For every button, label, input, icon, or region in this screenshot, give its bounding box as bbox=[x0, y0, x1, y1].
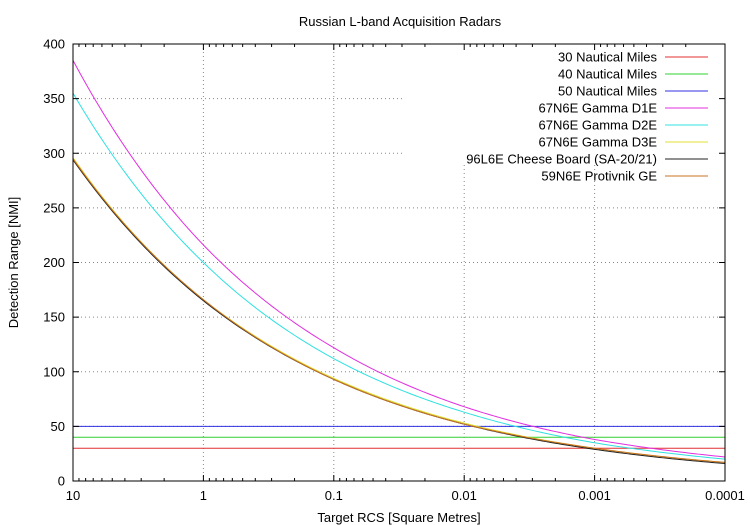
y-tick-label: 400 bbox=[43, 37, 65, 52]
series-line-6 bbox=[72, 159, 726, 465]
x-tick-label: 0.0001 bbox=[705, 488, 745, 503]
y-tick-label: 100 bbox=[43, 364, 65, 379]
legend-label: 67N6E Gamma D3E bbox=[539, 135, 658, 150]
series-line-3 bbox=[72, 60, 726, 458]
y-tick-label: 200 bbox=[43, 255, 65, 270]
x-tick-label: 1 bbox=[200, 488, 207, 503]
y-tick-label: 150 bbox=[43, 310, 65, 325]
legend-label: 67N6E Gamma D1E bbox=[539, 101, 658, 116]
series-line-5 bbox=[72, 157, 726, 463]
legend-label: 59N6E Protivnik GE bbox=[541, 169, 657, 184]
y-tick-label: 300 bbox=[43, 146, 65, 161]
legend-label: 30 Nautical Miles bbox=[558, 50, 657, 65]
legend-label: 96L6E Cheese Board (SA-20/21) bbox=[466, 152, 657, 167]
series-line-4 bbox=[72, 92, 726, 460]
series-lines bbox=[72, 60, 726, 465]
y-tick-label: 50 bbox=[51, 419, 65, 434]
y-axis-title: Detection Range [NMI] bbox=[6, 197, 21, 329]
legend-label: 40 Nautical Miles bbox=[558, 67, 657, 82]
series-line-7 bbox=[72, 158, 726, 463]
legend-label: 67N6E Gamma D2E bbox=[539, 118, 658, 133]
y-tick-label: 350 bbox=[43, 91, 65, 106]
legend: 30 Nautical Miles 40 Nautical Miles 50 Nau… bbox=[466, 50, 708, 184]
x-axis-title: Target RCS [Square Metres] bbox=[317, 510, 480, 525]
x-tick-label: 0.001 bbox=[578, 488, 611, 503]
axis-ticks: 10 1 0.1 0.01 0.001 0.0001 0 50 100 150 200 250 300 3… bbox=[43, 37, 745, 504]
x-tick-label: 0.1 bbox=[325, 488, 343, 503]
chart-title: Russian L-band Acquisition Radars bbox=[299, 14, 502, 29]
y-tick-label: 250 bbox=[43, 200, 65, 215]
legend-label: 50 Nautical Miles bbox=[558, 84, 657, 99]
x-tick-label: 0.01 bbox=[452, 488, 477, 503]
x-tick-label: 10 bbox=[66, 488, 80, 503]
y-tick-label: 0 bbox=[58, 474, 65, 489]
